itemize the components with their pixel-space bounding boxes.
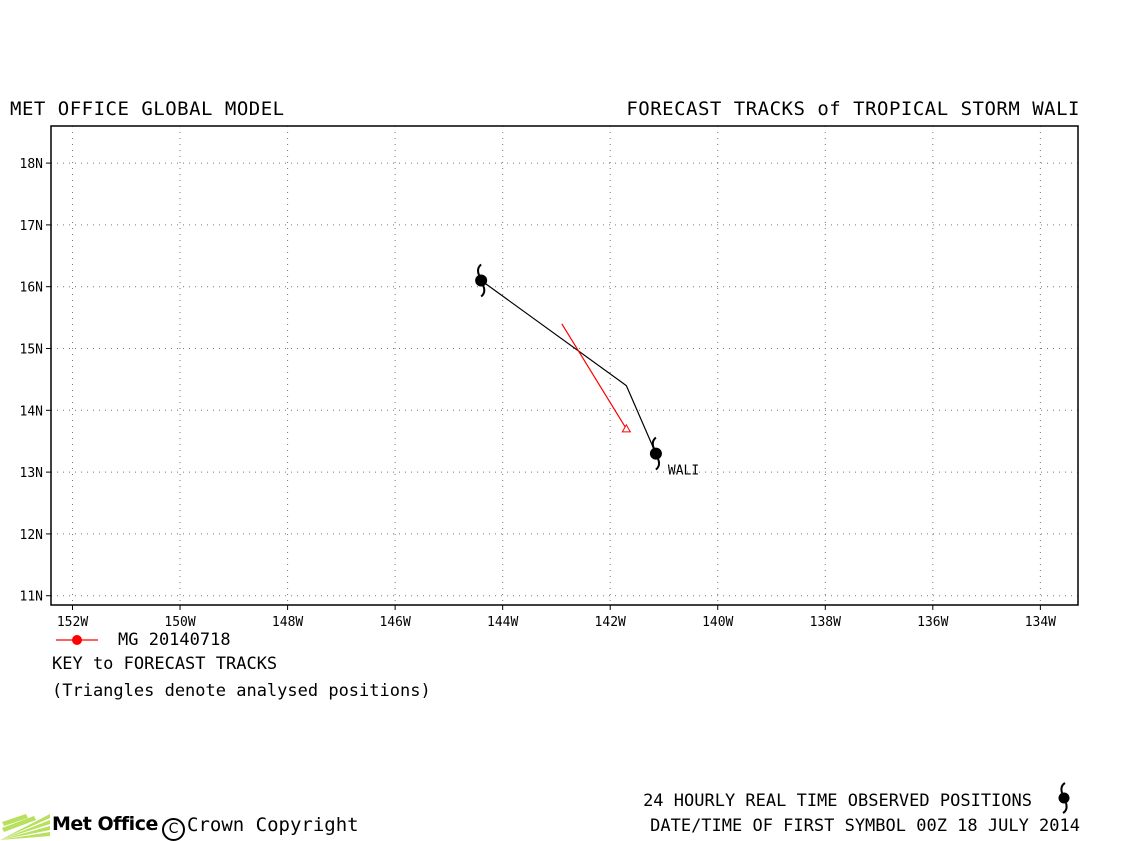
logo-text: Met Office: [52, 813, 158, 835]
plot-frame: [50, 125, 1079, 606]
cyclone-symbol-icon: [649, 436, 662, 471]
grid-layer: [51, 126, 1078, 605]
copyright-text: Crown Copyright: [187, 814, 359, 836]
observed-track-line: [480, 280, 657, 454]
cyclone-eye: [475, 274, 488, 287]
key-label: KEY to FORECAST TRACKS: [52, 654, 278, 674]
x-tick-label: 138W: [810, 615, 841, 630]
met-office-logo: [0, 814, 50, 840]
cyclone-arm-bottom: [480, 285, 486, 298]
x-tick-label: 142W: [595, 615, 626, 630]
key-note: (Triangles denote analysed positions): [52, 681, 431, 701]
copyright-symbol: C: [162, 818, 185, 841]
datetime-note: DATE/TIME OF FIRST SYMBOL 00Z 18 JULY 20…: [650, 816, 1080, 836]
legend-swatch: [56, 635, 98, 645]
cyclone-icon: [1058, 782, 1070, 814]
copyright-notice: C Crown Copyright: [162, 814, 359, 841]
y-tick-label: 14N: [20, 404, 43, 419]
legend-series-label: MG 20140718: [118, 630, 231, 650]
y-tick-label: 15N: [20, 343, 43, 358]
x-tick-label: 152W: [57, 615, 88, 630]
x-tick-label: 140W: [702, 615, 733, 630]
x-tick-label: 144W: [487, 615, 518, 630]
axis-layer: 152W 150W 148W 146W 144W 142W 140W 138W 136W 134W…: [20, 157, 1057, 630]
title-left: MET OFFICE GLOBAL MODEL: [10, 98, 285, 120]
cyclone-eye: [649, 447, 662, 460]
x-tick-label: 146W: [379, 615, 410, 630]
cyclone-symbol-icon: [475, 263, 488, 298]
y-tick-label: 11N: [20, 590, 43, 605]
x-tick-label: 134W: [1025, 615, 1056, 630]
storm-name-label: WALI: [668, 464, 699, 479]
y-tick-label: 18N: [20, 157, 43, 172]
x-tick-label: 136W: [917, 615, 948, 630]
legend-row: MG 20140718: [56, 630, 231, 652]
forecast-track-line: [561, 323, 627, 430]
x-tick-label: 150W: [164, 615, 195, 630]
y-tick-label: 12N: [20, 528, 43, 543]
cyclone-arm-top: [651, 436, 657, 449]
y-tick-label: 13N: [20, 466, 43, 481]
y-tick-label: 17N: [20, 219, 43, 234]
analysed-position-triangle: [621, 423, 632, 433]
y-tick-label: 16N: [20, 281, 43, 296]
track-layer: WALI: [475, 263, 699, 479]
title-right: FORECAST TRACKS of TROPICAL STORM WALI: [626, 98, 1080, 120]
observed-positions-note: 24 HOURLY REAL TIME OBSERVED POSITIONS: [643, 791, 1032, 811]
cyclone-arm-bottom: [655, 458, 661, 471]
cyclone-arm-top: [477, 263, 482, 276]
x-tick-label: 148W: [272, 615, 303, 630]
